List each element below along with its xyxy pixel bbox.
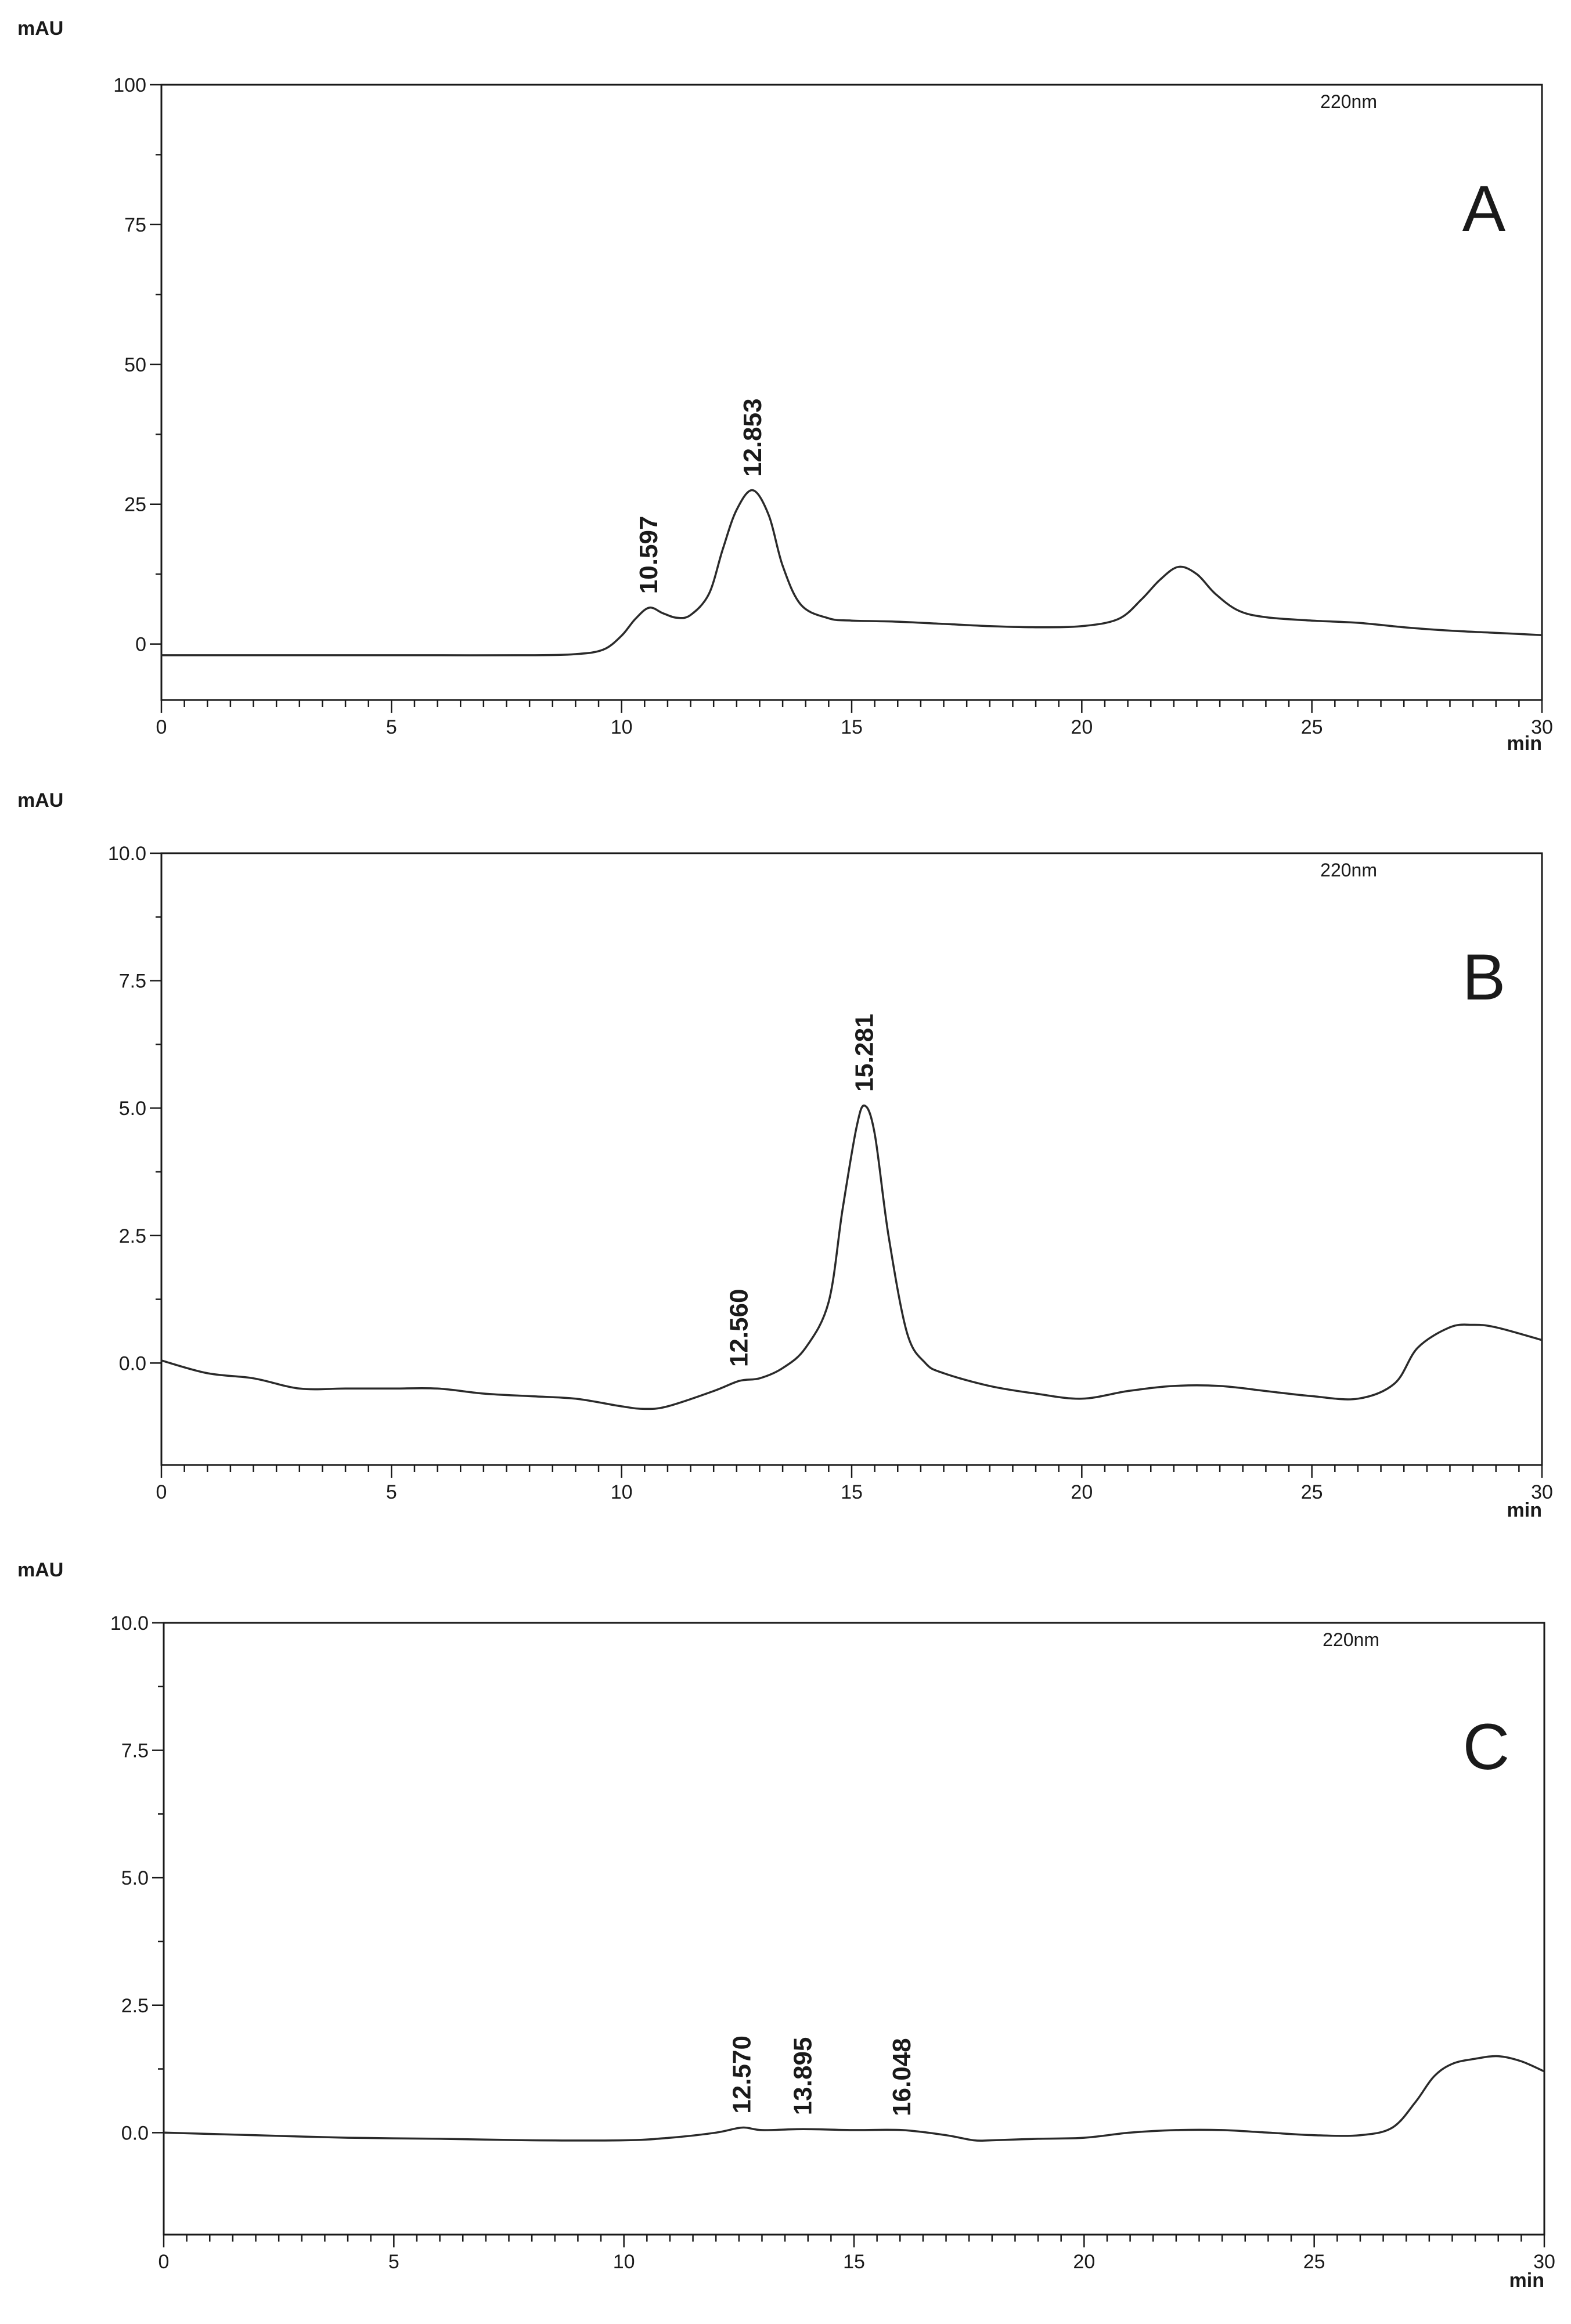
- x-tick-label: 0: [156, 1481, 167, 1503]
- plot-frame: [163, 1622, 1545, 2236]
- peak-label: 13.895: [788, 2037, 817, 2116]
- x-tick-label: 25: [1303, 2251, 1325, 2273]
- y-tick-label: 0.0: [119, 1352, 146, 1374]
- x-tick-label: 10: [611, 716, 633, 738]
- y-tick-label: 2.5: [119, 1225, 146, 1247]
- x-tick-label: 0: [156, 716, 167, 738]
- wavelength-label: 220nm: [1320, 860, 1377, 880]
- x-tick-label: 10: [611, 1481, 633, 1503]
- chart-panel-a: 0 5 10 15 20 25 30 0 25 50 75 100 mAU min 220nm A 10.597…: [17, 17, 1553, 755]
- y-tick-label: 5.0: [121, 1867, 149, 1889]
- x-tick-label: 20: [1073, 2251, 1095, 2273]
- y-tick-label: 7.5: [121, 1740, 149, 1762]
- x-tick-label: 25: [1301, 1481, 1323, 1503]
- wavelength-label: 220nm: [1320, 91, 1377, 112]
- peak-label: 12.570: [727, 2036, 756, 2114]
- y-tick-label: 7.5: [119, 970, 146, 993]
- x-tick-label: 5: [386, 716, 397, 738]
- x-axis-label: min: [1509, 2269, 1544, 2291]
- x-tick-label: 10: [613, 2251, 635, 2273]
- panel-label: A: [1462, 172, 1506, 245]
- x-axis-label: min: [1507, 732, 1542, 755]
- peak-label: 15.281: [850, 1013, 878, 1092]
- y-tick-label: 2.5: [121, 1995, 149, 2017]
- x-tick-label: 20: [1071, 716, 1093, 738]
- peak-label: 12.560: [725, 1289, 754, 1367]
- y-tick-label: 0: [135, 634, 146, 656]
- y-tick-label: 50: [124, 354, 146, 376]
- x-tick-label: 30: [1533, 2251, 1555, 2273]
- y-tick-label: 5.0: [119, 1098, 146, 1120]
- y-axis-label: mAU: [17, 1559, 63, 1581]
- x-tick-label: 0: [158, 2251, 170, 2273]
- y-tick-label: 75: [124, 214, 146, 236]
- y-tick-label: 100: [113, 74, 146, 96]
- x-tick-label: 5: [386, 1481, 397, 1503]
- y-tick-label: 10.0: [110, 1612, 149, 1634]
- y-tick-label: 10.0: [108, 843, 146, 865]
- chromatogram-trace: [161, 1105, 1543, 1410]
- chromatogram-trace: [161, 489, 1543, 656]
- panel-label: C: [1463, 1710, 1510, 1783]
- x-tick-label: 15: [841, 1481, 863, 1503]
- y-axis-label: mAU: [17, 789, 63, 811]
- x-tick-label: 20: [1071, 1481, 1093, 1503]
- chart-panel-b: 0 5 10 15 20 25 30 0.0 2.5 5.0 7.5 10.0 mAU min 220nm B…: [17, 789, 1553, 1521]
- x-tick-label: 30: [1531, 1481, 1553, 1503]
- wavelength-label: 220nm: [1323, 1629, 1379, 1650]
- x-tick-label: 25: [1301, 716, 1323, 738]
- y-tick-label: 25: [124, 494, 146, 516]
- x-tick-label: 15: [843, 2251, 865, 2273]
- peak-label: 12.853: [738, 398, 767, 477]
- y-tick-label: 0.0: [121, 2122, 149, 2144]
- plot-frame: [160, 84, 1543, 701]
- x-tick-label: 5: [388, 2251, 399, 2273]
- chromatogram-trace: [163, 2055, 1545, 2142]
- peak-label: 10.597: [635, 516, 663, 594]
- x-tick-label: 30: [1531, 716, 1553, 738]
- chart-panel-c: 0 5 10 15 20 25 30 0.0 2.5 5.0 7.5 10.0 mAU min 220nm C…: [17, 1559, 1555, 2291]
- x-axis-label: min: [1507, 1499, 1542, 1521]
- y-axis-label: mAU: [17, 17, 63, 39]
- panel-label: B: [1462, 941, 1506, 1013]
- x-tick-label: 15: [841, 716, 863, 738]
- peak-label: 16.048: [888, 2038, 916, 2116]
